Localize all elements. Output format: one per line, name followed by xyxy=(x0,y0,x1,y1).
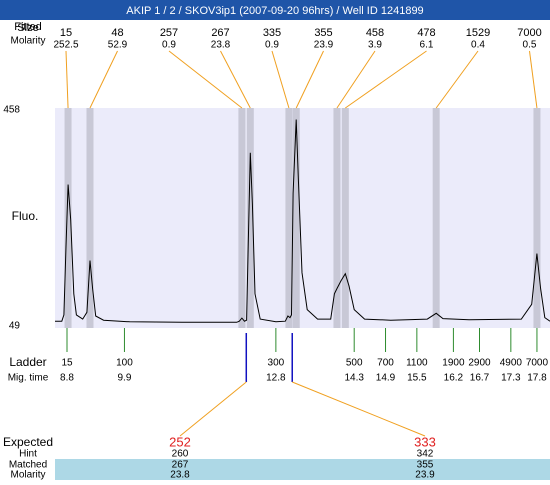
matched-row-background xyxy=(55,459,550,480)
peak-band xyxy=(432,108,440,328)
peak-size: 267 xyxy=(211,27,229,39)
ladder-mig-time: 16.2 xyxy=(444,373,464,384)
y-tick-label: 49 xyxy=(9,321,21,332)
y-axis-label: Fluo. xyxy=(12,209,39,223)
molarity-row-label: Molarity xyxy=(10,36,45,47)
ladder-mig-time: 17.8 xyxy=(527,373,547,384)
trace xyxy=(55,119,550,323)
peak-connector xyxy=(529,50,538,109)
ladder-size: 2900 xyxy=(468,358,491,369)
matched-molarity: 23.9 xyxy=(415,470,435,480)
hint-row-label: Hint xyxy=(19,449,37,460)
expected-connector xyxy=(179,381,247,437)
expected-value: 333 xyxy=(414,434,436,449)
matched-value: 355 xyxy=(417,460,434,471)
matched-row-label: Matched xyxy=(9,460,47,471)
peak-size: 15 xyxy=(60,27,72,39)
ladder-mig-time: 15.5 xyxy=(407,373,427,384)
peak-band xyxy=(533,108,541,328)
peak-connector xyxy=(220,50,251,109)
peak-connector xyxy=(295,50,324,109)
hint-value: 342 xyxy=(417,449,434,460)
ladder-size: 4900 xyxy=(500,358,523,369)
peak-connector xyxy=(271,50,290,109)
peak-band xyxy=(246,108,254,328)
peak-size: 48 xyxy=(111,27,123,39)
peak-connector xyxy=(336,50,376,109)
peak-size: 458 xyxy=(366,27,384,39)
peak-connector xyxy=(89,50,118,109)
mig-time-row-label: Mig. time xyxy=(8,373,49,384)
peak-connector xyxy=(435,50,479,109)
ladder-size: 500 xyxy=(346,358,363,369)
peak-band xyxy=(238,108,246,328)
molarity-row-label: Molarity xyxy=(10,470,45,480)
peak-connector xyxy=(168,50,243,109)
ladder-mig-time: 14.9 xyxy=(376,373,396,384)
peak-molarity: 0.4 xyxy=(471,40,485,51)
ladder-mig-time: 14.3 xyxy=(344,373,364,384)
peak-molarity: 0.5 xyxy=(523,40,537,51)
ladder-size: 1900 xyxy=(442,358,465,369)
peak-band xyxy=(64,108,72,328)
peak-molarity: 52.9 xyxy=(108,40,128,51)
expected-row-label: Expected xyxy=(3,435,53,449)
peak-molarity: 0.9 xyxy=(265,40,279,51)
ladder-mig-time: 12.8 xyxy=(266,373,286,384)
ladder-mig-time: 9.9 xyxy=(117,373,131,384)
peak-molarity: 23.8 xyxy=(211,40,231,51)
peak-size: 355 xyxy=(314,27,332,39)
peak-band xyxy=(292,108,300,328)
window-title: AKIP 1 / 2 / SKOV3ip1 (2007-09-20 96hrs)… xyxy=(126,5,423,17)
peak-band xyxy=(86,108,94,328)
ladder-size: 100 xyxy=(116,358,133,369)
matched-value: 267 xyxy=(172,460,189,471)
peak-molarity: 252.5 xyxy=(53,40,78,51)
peak-connector xyxy=(65,50,69,109)
ladder-size: 15 xyxy=(61,358,73,369)
hint-value: 260 xyxy=(172,449,189,460)
peak-connector xyxy=(345,50,427,109)
peak-size: 257 xyxy=(160,27,178,39)
expected-value: 252 xyxy=(169,434,191,449)
peak-band xyxy=(341,108,349,328)
peak-molarity: 0.9 xyxy=(162,40,176,51)
peak-band xyxy=(333,108,341,328)
peak-size: 478 xyxy=(417,27,435,39)
ladder-mig-time: 17.3 xyxy=(501,373,521,384)
ladder-row-label: Ladder xyxy=(9,355,46,369)
peak-molarity: 6.1 xyxy=(420,40,434,51)
matched-molarity: 23.8 xyxy=(170,470,190,480)
peak-size: 1529 xyxy=(466,27,490,39)
peak-size: 7000 xyxy=(517,27,541,39)
plot-area xyxy=(55,108,550,328)
ladder-size: 7000 xyxy=(526,358,549,369)
y-tick-label: 458 xyxy=(3,105,20,116)
peak-molarity: 23.9 xyxy=(314,40,334,51)
fitted-row-label: Fitted xyxy=(14,21,42,33)
title-bar xyxy=(0,0,550,20)
peak-size: 335 xyxy=(263,27,281,39)
peak-molarity: 3.9 xyxy=(368,40,382,51)
ladder-size: 1100 xyxy=(406,358,428,369)
size-row-label: Size xyxy=(17,22,38,34)
expected-connector xyxy=(292,381,426,437)
ladder-mig-time: 8.8 xyxy=(60,373,74,384)
peak-band xyxy=(285,108,293,328)
ladder-mig-time: 16.7 xyxy=(470,373,490,384)
ladder-size: 700 xyxy=(377,358,394,369)
ladder-size: 300 xyxy=(268,358,285,369)
